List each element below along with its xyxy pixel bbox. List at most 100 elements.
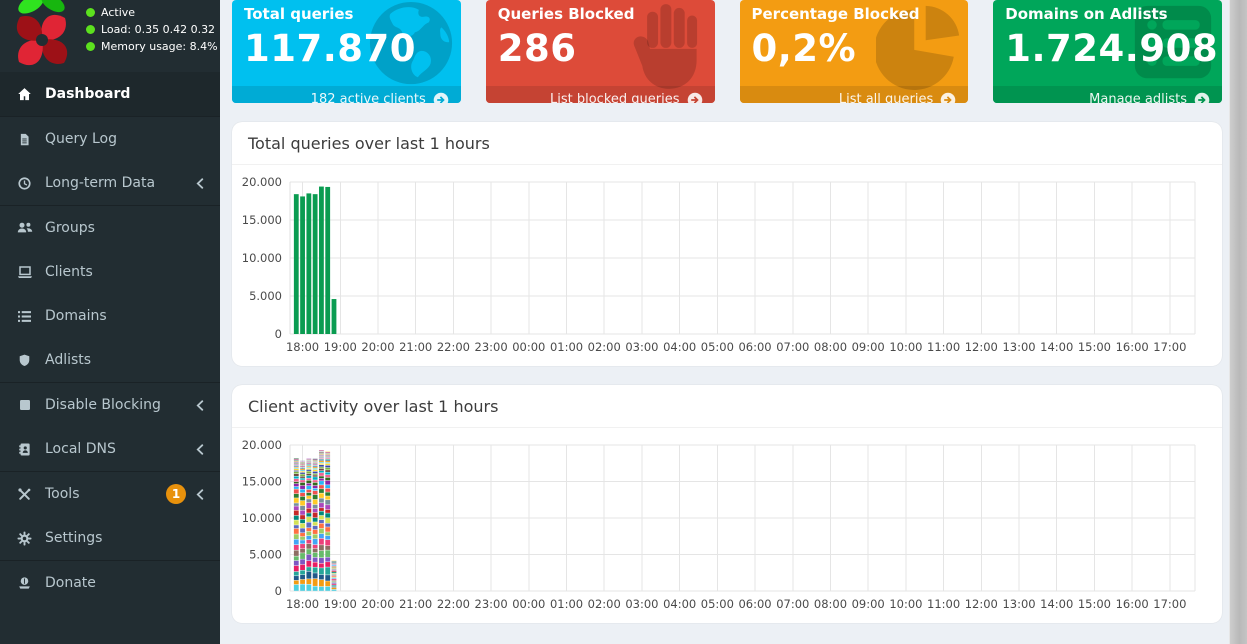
svg-text:03:00: 03:00 <box>625 597 658 611</box>
svg-text:15.000: 15.000 <box>242 475 282 489</box>
sidebar-item-tools[interactable]: Tools 1 <box>0 471 220 516</box>
svg-text:16:00: 16:00 <box>1116 340 1149 354</box>
sidebar-item-label: Clients <box>45 264 93 280</box>
svg-text:19:00: 19:00 <box>324 340 357 354</box>
arrow-circle-right-icon <box>940 92 956 103</box>
card-footer-link-domains-adlists[interactable]: Manage adlists <box>993 86 1222 103</box>
users-icon <box>16 220 33 236</box>
stop-icon <box>16 397 33 413</box>
svg-text:12:00: 12:00 <box>965 597 998 611</box>
total-queries-chart-body: 0 5.000 10.000 15.000 20.000 18:00 19:00 20:00 2… <box>232 165 1222 366</box>
card-title: Percentage Blocked <box>751 5 920 23</box>
svg-text:20:00: 20:00 <box>361 340 394 354</box>
status-row: Active <box>86 7 218 18</box>
panel-title: Total queries over last 1 hours <box>232 122 1222 165</box>
hand-icon <box>629 2 709 94</box>
svg-text:06:00: 06:00 <box>738 340 771 354</box>
main-content: Total queries 117.870 182 active clients Qu… <box>220 0 1229 644</box>
status-text: Active <box>101 6 136 19</box>
status-panel: Active Load: 0.35 0.42 0.32 Memory usage: … <box>86 7 218 58</box>
sidebar-item-donate[interactable]: Donate <box>0 560 220 605</box>
svg-text:12:00: 12:00 <box>965 340 998 354</box>
card-footer-label: List blocked queries <box>550 92 680 103</box>
card-footer-link-queries-blocked[interactable]: List blocked queries <box>485 86 715 103</box>
svg-text:17:00: 17:00 <box>1153 340 1186 354</box>
sidebar-item-label: Adlists <box>45 352 92 368</box>
sidebar-item-label: Settings <box>45 530 103 546</box>
svg-text:0: 0 <box>275 327 282 341</box>
globe-icon <box>367 2 455 94</box>
svg-text:01:00: 01:00 <box>550 340 583 354</box>
svg-text:20:00: 20:00 <box>361 597 394 611</box>
gear-icon <box>16 530 33 546</box>
svg-text:00:00: 00:00 <box>512 340 545 354</box>
svg-text:23:00: 23:00 <box>475 340 508 354</box>
sidebar-item-disable-blocking[interactable]: Disable Blocking <box>0 382 220 427</box>
card-domains-adlists: Domains on Adlists 1.724.908 Manage adlist… <box>993 0 1222 103</box>
sidebar-item-long-term-data[interactable]: Long-term Data <box>0 161 220 205</box>
sidebar: Active Load: 0.35 0.42 0.32 Memory usage: … <box>0 0 220 644</box>
svg-text:20.000: 20.000 <box>242 438 282 452</box>
pie-chart-icon <box>874 2 962 94</box>
card-body: Queries Blocked 286 <box>486 0 715 89</box>
sidebar-item-label: Local DNS <box>45 441 116 457</box>
sidebar-item-label: Tools <box>45 486 80 502</box>
sidebar-item-domains[interactable]: Domains <box>0 294 220 338</box>
sidebar-item-local-dns[interactable]: Local DNS <box>0 427 220 471</box>
status-text: Load: 0.35 0.42 0.32 <box>101 23 216 36</box>
sidebar-menu: Dashboard Query Log Long-term Data Groups Cl… <box>0 72 220 605</box>
svg-text:5.000: 5.000 <box>249 548 282 562</box>
card-value: 286 <box>497 27 577 70</box>
client-activity-chart[interactable]: 0 5.000 10.000 15.000 20.000 18:00 19:00 20:00 2… <box>240 433 1215 617</box>
arrow-circle-right-icon <box>433 92 449 103</box>
sidebar-item-label: Donate <box>45 575 96 591</box>
summary-cards: Total queries 117.870 182 active clients Qu… <box>232 0 1222 103</box>
chevron-left-icon <box>196 177 204 189</box>
card-value: 117.870 <box>244 27 417 70</box>
svg-text:10:00: 10:00 <box>889 597 922 611</box>
svg-text:06:00: 06:00 <box>738 597 771 611</box>
svg-text:01:00: 01:00 <box>550 597 583 611</box>
card-footer-label: Manage adlists <box>1089 92 1187 103</box>
arrow-circle-right-icon <box>687 92 703 103</box>
status-row: Load: 0.35 0.42 0.32 <box>86 24 218 35</box>
sidebar-item-settings[interactable]: Settings <box>0 516 220 560</box>
card-percentage-blocked: Percentage Blocked 0,2% List all queries <box>739 0 969 103</box>
sidebar-item-label: Groups <box>45 220 95 236</box>
total-queries-chart[interactable]: 0 5.000 10.000 15.000 20.000 18:00 19:00 20:00 2… <box>240 170 1215 360</box>
svg-text:11:00: 11:00 <box>927 340 960 354</box>
panel-title: Client activity over last 1 hours <box>232 385 1222 428</box>
card-footer-link-total-queries[interactable]: 182 active clients <box>232 86 461 103</box>
address-book-icon <box>16 441 33 457</box>
window-scrollbar[interactable] <box>1229 0 1247 644</box>
file-icon <box>16 131 33 147</box>
status-dot-icon <box>86 8 95 17</box>
svg-text:04:00: 04:00 <box>663 340 696 354</box>
svg-text:14:00: 14:00 <box>1040 597 1073 611</box>
sidebar-item-query-log[interactable]: Query Log <box>0 116 220 161</box>
sidebar-item-label: Query Log <box>45 131 118 147</box>
donate-icon <box>16 575 33 591</box>
card-queries-blocked: Queries Blocked 286 List blocked queries <box>485 0 715 103</box>
svg-text:08:00: 08:00 <box>814 340 847 354</box>
svg-text:10.000: 10.000 <box>242 251 282 265</box>
card-footer-link-percentage-blocked[interactable]: List all queries <box>739 86 969 103</box>
svg-text:03:00: 03:00 <box>625 340 658 354</box>
svg-text:18:00: 18:00 <box>286 597 319 611</box>
svg-text:13:00: 13:00 <box>1002 597 1035 611</box>
svg-text:05:00: 05:00 <box>701 340 734 354</box>
svg-text:23:00: 23:00 <box>475 597 508 611</box>
client-activity-chart-body: 0 5.000 10.000 15.000 20.000 18:00 19:00 20:00 2… <box>232 428 1222 623</box>
home-icon <box>16 86 33 102</box>
svg-text:18:00: 18:00 <box>286 340 319 354</box>
svg-text:14:00: 14:00 <box>1040 340 1073 354</box>
card-value: 1.724.908 <box>1005 27 1219 70</box>
sidebar-item-dashboard[interactable]: Dashboard <box>0 72 220 116</box>
sidebar-item-clients[interactable]: Clients <box>0 250 220 294</box>
sidebar-item-adlists[interactable]: Adlists <box>0 338 220 382</box>
svg-text:19:00: 19:00 <box>324 597 357 611</box>
history-icon <box>16 175 33 191</box>
sidebar-item-groups[interactable]: Groups <box>0 205 220 250</box>
card-title: Queries Blocked <box>497 5 635 23</box>
status-dot-icon <box>86 25 95 34</box>
